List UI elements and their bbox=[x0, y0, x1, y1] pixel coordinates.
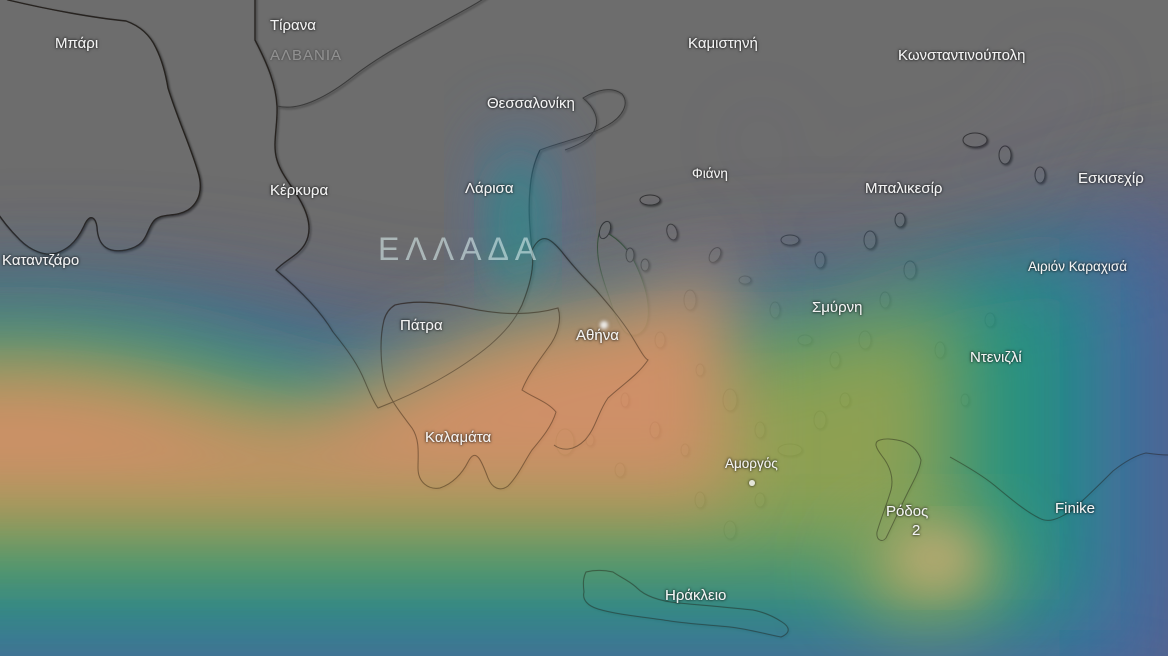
svg-text:Ντενιζλί: Ντενιζλί bbox=[970, 349, 1022, 366]
svg-text:Σμύρνη: Σμύρνη bbox=[812, 299, 863, 316]
svg-text:Λάρισα: Λάρισα bbox=[465, 180, 514, 197]
svg-text:Μπάρι: Μπάρι bbox=[55, 35, 98, 52]
svg-text:Φιάνη: Φιάνη bbox=[692, 166, 728, 181]
svg-text:Ρόδος: Ρόδος bbox=[886, 503, 928, 520]
svg-text:Θεσσαλονίκη: Θεσσαλονίκη bbox=[487, 95, 575, 112]
svg-text:Τίρανα: Τίρανα bbox=[270, 17, 316, 34]
svg-text:Καταντζάρο: Καταντζάρο bbox=[2, 252, 79, 269]
svg-text:Καμιστηνή: Καμιστηνή bbox=[688, 35, 758, 52]
svg-text:Αιριόν Καραχισά: Αιριόν Καραχισά bbox=[1028, 259, 1127, 274]
svg-text:Αμοργός: Αμοργός bbox=[725, 456, 778, 471]
svg-text:Πάτρα: Πάτρα bbox=[400, 317, 443, 334]
svg-text:Μπαλικεσίρ: Μπαλικεσίρ bbox=[865, 180, 942, 197]
svg-text:ΕΛΛΑΔΑ: ΕΛΛΑΔΑ bbox=[378, 231, 542, 267]
svg-text:Κωνσταντινούπολη: Κωνσταντινούπολη bbox=[898, 47, 1026, 64]
svg-text:Αθήνα: Αθήνα bbox=[576, 327, 619, 344]
svg-text:ΑΛΒΑΝΙΑ: ΑΛΒΑΝΙΑ bbox=[270, 47, 342, 64]
svg-text:Finike: Finike bbox=[1055, 500, 1095, 517]
svg-text:2: 2 bbox=[912, 522, 920, 539]
svg-text:Ηράκλειο: Ηράκλειο bbox=[665, 587, 726, 604]
svg-text:Καλαμάτα: Καλαμάτα bbox=[425, 429, 491, 446]
svg-text:Κέρκυρα: Κέρκυρα bbox=[270, 182, 328, 199]
svg-text:Εσκισεχίρ: Εσκισεχίρ bbox=[1078, 170, 1144, 187]
